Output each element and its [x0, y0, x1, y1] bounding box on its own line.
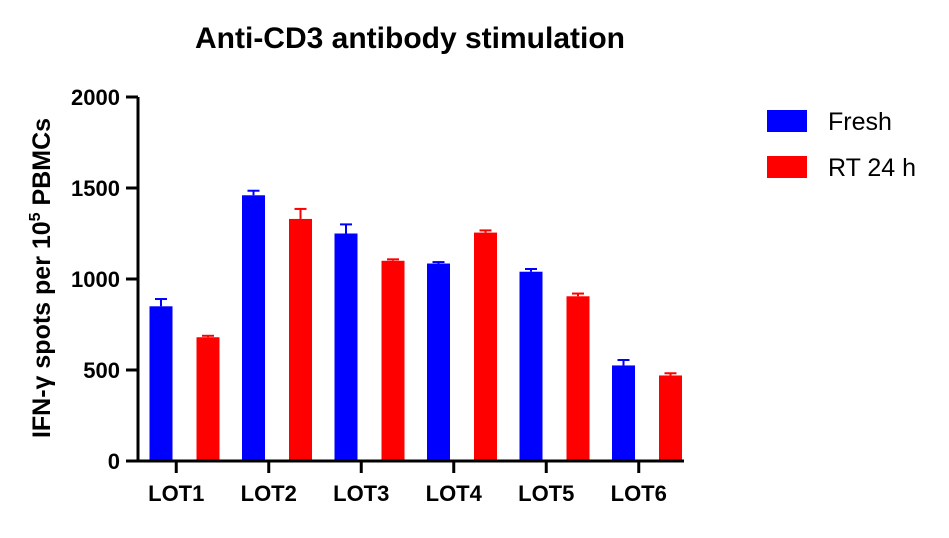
- bar-fresh: [612, 365, 635, 461]
- y-tick-label: 1500: [71, 176, 120, 201]
- bar-rt-24-h: [196, 337, 220, 461]
- legend: Fresh RT 24 h: [767, 108, 916, 182]
- y-tick-label: 500: [83, 358, 120, 383]
- x-tick-label: LOT1: [148, 481, 204, 506]
- y-tick-label: 0: [108, 449, 120, 474]
- bar-fresh: [334, 233, 358, 461]
- bar-fresh: [519, 271, 543, 461]
- bars-group: [149, 189, 682, 461]
- x-tick-label: LOT6: [611, 481, 667, 506]
- y-axis: 0 500 1000 1500 2000: [71, 85, 140, 474]
- x-axis: LOT1 LOT2 LOT3 LOT4 LOT5 LOT6: [136, 459, 684, 506]
- bar-rt-24-h: [381, 260, 405, 461]
- x-tick-label: LOT3: [333, 481, 389, 506]
- x-tick-label: LOT2: [241, 481, 297, 506]
- bar-rt-24-h: [659, 375, 682, 461]
- y-axis-label: IFN-γ spots per 105 PBMCs: [27, 118, 56, 438]
- x-tick-label: LOT4: [426, 481, 483, 506]
- bar-fresh: [242, 195, 265, 461]
- legend-swatch: [767, 110, 807, 132]
- bar-rt-24-h: [289, 218, 312, 461]
- y-tick-label: 2000: [71, 85, 120, 110]
- bar-rt-24-h: [474, 232, 497, 461]
- x-tick-label: LOT5: [518, 481, 574, 506]
- legend-label: Fresh: [828, 108, 892, 136]
- bar-fresh: [427, 263, 450, 461]
- chart-title: Anti-CD3 antibody stimulation: [195, 22, 625, 55]
- legend-swatch: [767, 156, 807, 178]
- bar-rt-24-h: [566, 296, 590, 461]
- bar-fresh: [149, 306, 173, 461]
- legend-label: RT 24 h: [828, 154, 916, 182]
- y-tick-label: 1000: [71, 267, 120, 292]
